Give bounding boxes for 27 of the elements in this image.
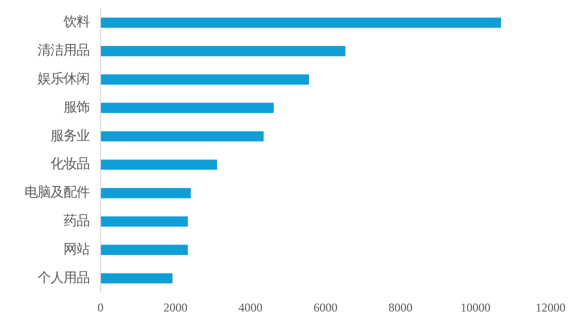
- y-tick-label: 娱乐休闲: [38, 72, 90, 87]
- bar: [100, 18, 501, 28]
- x-tick-label: 2000: [164, 300, 188, 314]
- bar: [100, 244, 188, 256]
- y-tick-label: 网站: [64, 242, 90, 258]
- bar: [100, 102, 274, 114]
- y-tick-label: 药品: [64, 214, 90, 229]
- bar: [100, 74, 309, 85]
- bar: [100, 273, 172, 284]
- bar: [100, 46, 346, 56]
- bar: [100, 160, 218, 170]
- bar: [100, 131, 264, 142]
- y-tick-label: 电脑及配件: [24, 186, 90, 201]
- y-tick-label: 饮料: [62, 15, 90, 30]
- y-tick-label: 个人用品: [38, 270, 90, 286]
- bar: [100, 188, 191, 198]
- x-tick-label: 12000: [536, 300, 566, 314]
- bar: [100, 216, 188, 227]
- y-tick-label: 服务业: [50, 128, 90, 144]
- x-tick-label: 10000: [460, 300, 490, 314]
- x-tick-label: 8000: [388, 300, 412, 314]
- x-tick-label: 0: [98, 300, 104, 314]
- x-tick-label: 4000: [238, 300, 262, 314]
- y-tick-label: 清洁用品: [38, 44, 90, 59]
- y-tick-label: 化妆品: [50, 157, 90, 172]
- x-tick-label: 6000: [314, 300, 338, 314]
- y-tick-label: 服饰: [64, 100, 90, 116]
